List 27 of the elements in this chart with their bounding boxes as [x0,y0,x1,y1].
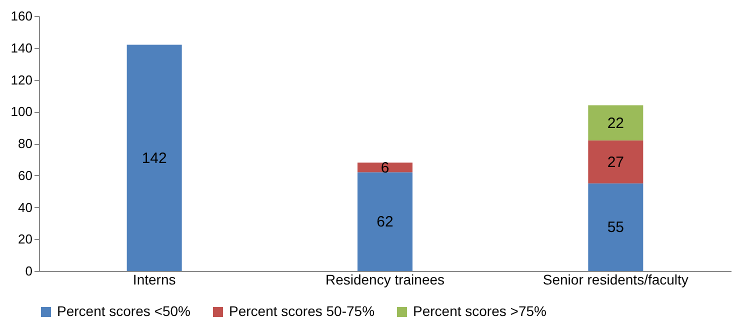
legend-label: Percent scores >75% [413,303,546,319]
x-tick-label: Senior residents/faculty [542,272,688,288]
y-tick-label: 80 [18,136,32,151]
data-label: 27 [607,154,624,171]
bar [588,183,644,271]
y-tick-label: 160 [10,8,32,24]
bar [358,162,412,172]
legend-label: Percent scores <50% [57,303,190,319]
y-tick-label: 40 [18,200,32,215]
data-label: 22 [607,114,624,132]
bar [588,105,644,140]
bar [358,172,412,271]
y-tick-label: 0 [25,264,32,278]
x-tick-label: Residency trainees [325,272,445,288]
data-label: 142 [142,150,167,167]
y-tick-label: 120 [10,72,32,88]
data-label: 62 [376,214,394,231]
y-tick-label: 100 [10,104,32,120]
y-tick-label: 140 [10,40,32,56]
data-label: 6 [380,159,390,176]
bar [126,44,182,271]
y-tick-label: 60 [18,168,32,183]
data-label: 55 [607,219,624,236]
y-tick-label: 20 [18,232,32,247]
x-tick-label: Interns [132,272,176,288]
bar [588,140,644,184]
legend-label: Percent scores 50-75% [229,303,375,319]
